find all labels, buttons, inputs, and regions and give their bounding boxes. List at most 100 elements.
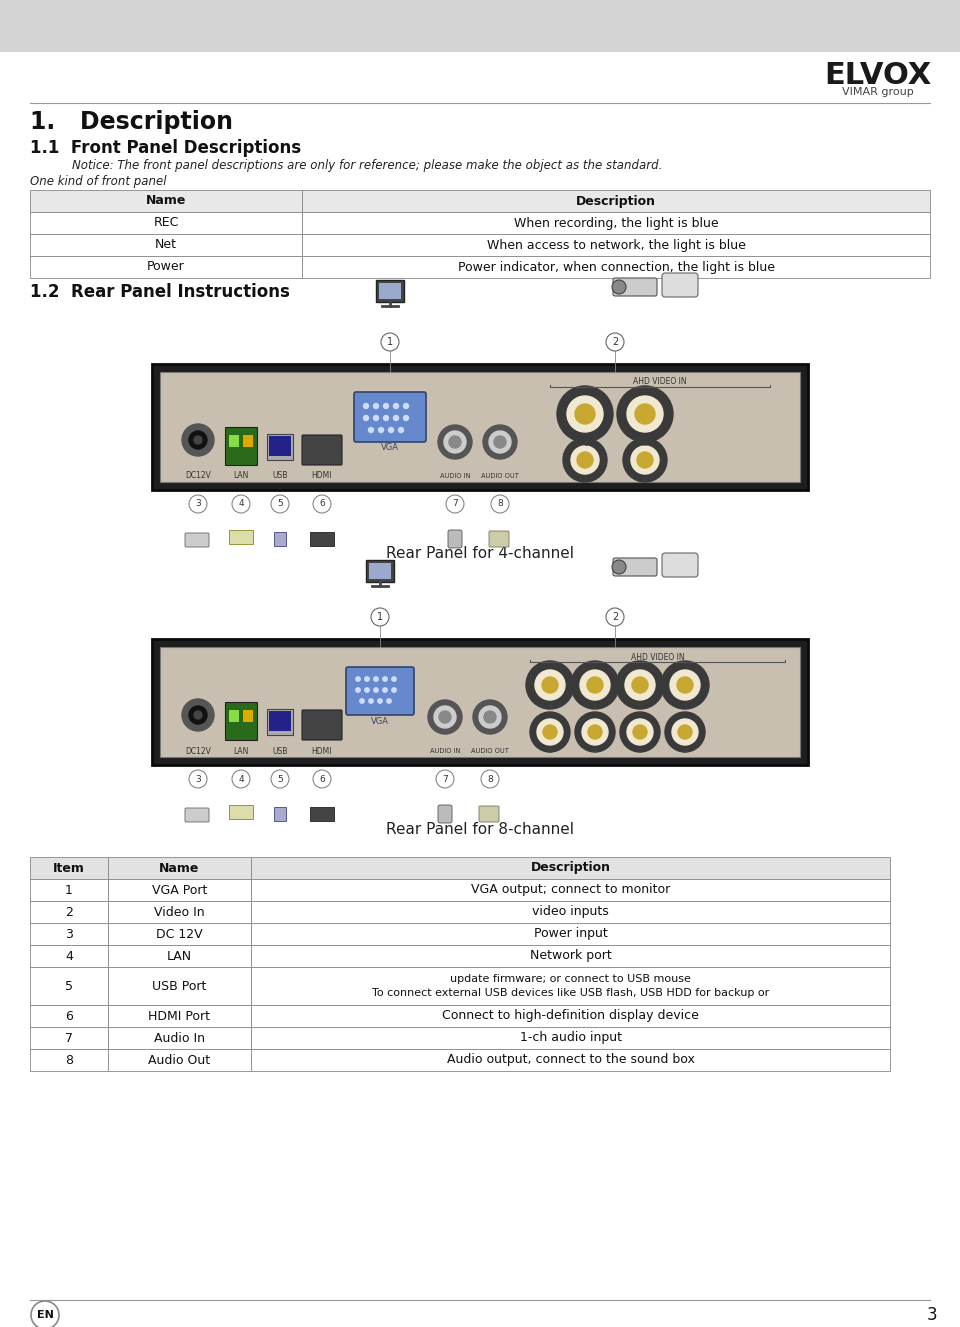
Circle shape [232, 495, 250, 514]
Circle shape [481, 770, 499, 788]
Circle shape [371, 608, 389, 626]
Circle shape [575, 403, 595, 425]
Bar [30, 878, 108, 901]
Bar [30, 256, 302, 277]
Text: 2: 2 [65, 905, 73, 918]
Text: 6: 6 [319, 775, 324, 783]
Bar [160, 372, 800, 482]
Circle shape [189, 770, 207, 788]
Circle shape [577, 453, 593, 468]
Text: VGA: VGA [381, 443, 399, 453]
Bar [251, 1050, 890, 1071]
Circle shape [189, 706, 207, 725]
Text: 4: 4 [238, 499, 244, 508]
Text: AHD VIDEO IN: AHD VIDEO IN [634, 377, 686, 386]
Text: Audio output, connect to the sound box: Audio output, connect to the sound box [446, 1054, 694, 1067]
FancyBboxPatch shape [662, 273, 698, 297]
Text: Audio In: Audio In [154, 1031, 205, 1044]
Circle shape [356, 687, 360, 693]
Text: 3: 3 [195, 499, 201, 508]
Bar [108, 901, 251, 924]
Text: Connect to high-definition display device: Connect to high-definition display devic… [442, 1010, 699, 1023]
Circle shape [360, 699, 364, 703]
Circle shape [571, 661, 619, 709]
Text: AUDIO OUT: AUDIO OUT [471, 748, 509, 754]
Text: 1: 1 [387, 337, 393, 346]
Bar [376, 280, 404, 303]
Circle shape [633, 725, 647, 739]
Circle shape [449, 437, 461, 449]
Text: 1: 1 [548, 705, 552, 710]
Circle shape [587, 677, 603, 693]
Text: 8: 8 [683, 748, 687, 754]
Circle shape [661, 661, 709, 709]
Bar [243, 710, 253, 722]
FancyBboxPatch shape [185, 533, 209, 547]
FancyBboxPatch shape [662, 553, 698, 577]
Bar [310, 807, 334, 821]
Text: USB: USB [273, 471, 288, 480]
Bar [251, 878, 890, 901]
Text: 1: 1 [65, 884, 73, 897]
Circle shape [526, 661, 574, 709]
Text: HDMI: HDMI [312, 747, 332, 755]
Circle shape [612, 280, 626, 295]
Circle shape [563, 438, 607, 482]
Text: When access to network, the light is blue: When access to network, the light is blu… [487, 239, 745, 252]
Text: Net: Net [155, 239, 177, 252]
Bar [30, 924, 108, 945]
Circle shape [369, 427, 373, 433]
Text: VGA output; connect to monitor: VGA output; connect to monitor [470, 884, 670, 897]
Bar [310, 532, 334, 545]
Circle shape [620, 713, 660, 752]
Bar [251, 857, 890, 878]
Circle shape [403, 415, 409, 421]
Bar [251, 1005, 890, 1027]
Circle shape [373, 677, 378, 681]
Bar [269, 711, 291, 731]
Circle shape [313, 495, 331, 514]
Text: 3: 3 [926, 1306, 937, 1324]
Text: 2: 2 [612, 612, 618, 622]
Bar [229, 805, 253, 819]
Circle shape [557, 386, 613, 442]
Circle shape [535, 670, 565, 701]
Text: 6: 6 [65, 1010, 73, 1023]
Text: USB: USB [273, 747, 288, 755]
Text: update firmware; or connect to USB mouse: update firmware; or connect to USB mouse [450, 974, 691, 985]
Text: When recording, the light is blue: When recording, the light is blue [514, 216, 718, 230]
Circle shape [537, 719, 563, 744]
Text: EN: EN [36, 1310, 54, 1320]
Bar [108, 857, 251, 878]
FancyBboxPatch shape [346, 667, 414, 715]
Text: 8: 8 [65, 1054, 73, 1067]
Text: 1.2  Rear Panel Instructions: 1.2 Rear Panel Instructions [30, 283, 290, 301]
Circle shape [606, 333, 624, 352]
Text: AUDIO IN: AUDIO IN [440, 472, 470, 479]
Bar [274, 807, 286, 821]
Circle shape [567, 395, 603, 433]
Circle shape [31, 1300, 59, 1327]
Circle shape [588, 725, 602, 739]
Bar [108, 945, 251, 967]
Circle shape [542, 677, 558, 693]
Bar [269, 437, 291, 456]
Bar [229, 529, 253, 544]
Circle shape [369, 699, 373, 703]
Circle shape [356, 677, 360, 681]
Text: 2: 2 [548, 748, 552, 754]
Text: 1-ch audio input: 1-ch audio input [519, 1031, 621, 1044]
Bar [229, 710, 239, 722]
Bar [108, 1050, 251, 1071]
Circle shape [446, 495, 464, 514]
Text: Network port: Network port [530, 950, 612, 962]
Circle shape [631, 446, 659, 474]
Circle shape [403, 403, 409, 409]
Circle shape [383, 677, 387, 681]
Bar [30, 901, 108, 924]
Text: Power input: Power input [534, 928, 608, 941]
Circle shape [635, 403, 655, 425]
Text: LAN: LAN [167, 950, 192, 962]
Circle shape [194, 711, 202, 719]
Text: 6: 6 [319, 499, 324, 508]
